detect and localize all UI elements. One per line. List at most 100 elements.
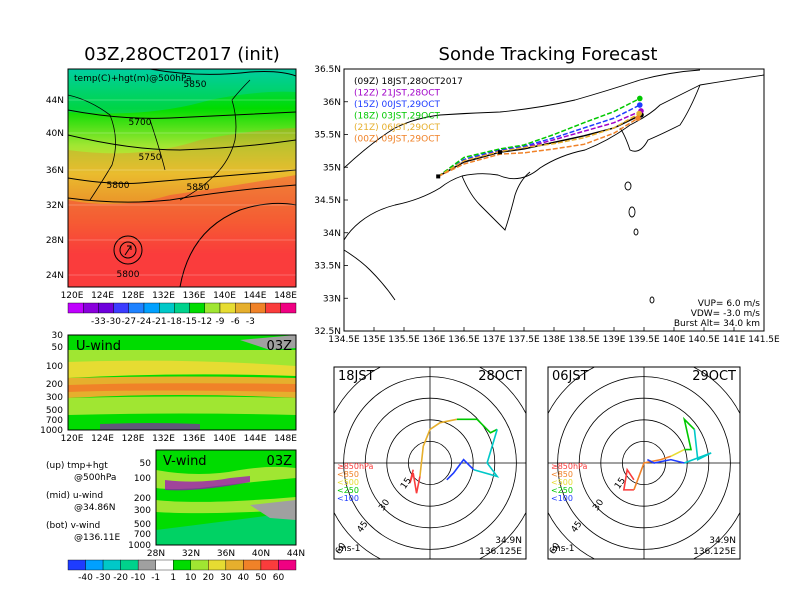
lon-tick: 135E [363, 335, 386, 345]
lon-tick: 148E [274, 434, 297, 444]
pressure-tick: 100 [134, 474, 151, 484]
lat-tick: 24N [46, 271, 64, 281]
lon-tick: 141E [723, 335, 746, 345]
colorbar-label: 30 [220, 573, 232, 583]
lon-tick: 135.5E [388, 335, 420, 345]
lon-tick: 137.5E [508, 335, 540, 345]
lat-tick: 32N [182, 549, 200, 559]
lat-tick: 33.5N [314, 262, 341, 272]
hodo-level: <250 [337, 486, 359, 495]
hodo-level: <250 [551, 486, 573, 495]
pressure-tick: 100 [46, 362, 63, 372]
colorbar-swatch [190, 559, 209, 571]
hodo-loc2: 136.125E [479, 547, 522, 557]
hodo-segment [473, 429, 500, 478]
pressure-tick: 30 [52, 331, 64, 341]
track-param: Burst Alt= 34.0 km [674, 319, 760, 329]
track-line [437, 117, 639, 178]
lon-tick: 138E [543, 335, 566, 345]
note-line: (bot) v-wind [46, 521, 100, 531]
contour-label: 5850 [187, 183, 210, 193]
track-line [437, 97, 641, 178]
hodo-level: <850 [337, 470, 359, 479]
hodo-date: 28OCT [478, 369, 522, 384]
left-title: 03Z,28OCT2017 (init) [84, 44, 280, 65]
lat-tick: 32.5N [314, 327, 341, 337]
lon-tick: 139E [603, 335, 626, 345]
colorbar-label: -21 [152, 317, 167, 327]
launch-legend-entry: (09Z) 18JST,28OCT2017 [354, 77, 463, 87]
pressure-tick: 50 [52, 343, 64, 353]
lat-tick: 35.5N [314, 131, 341, 141]
lat-tick: 36N [323, 98, 341, 108]
temp-colorbar: -33 -30 -27 -24 -21 -18 -15 -12 -9 -6 -3 [67, 302, 297, 327]
hodo-segment [622, 467, 635, 491]
lon-tick: 120E [61, 434, 84, 444]
note-line: (mid) u-wind [46, 491, 103, 501]
colorbar-label: 20 [203, 573, 215, 583]
track-endpoint [637, 102, 643, 108]
hodo-segment [684, 429, 712, 464]
lat-tick: 35N [323, 163, 341, 173]
lon-tick: 138.5E [568, 335, 600, 345]
colorbar-label: -1 [151, 573, 160, 583]
colorbar-label: -12 [197, 317, 212, 327]
lon-tick: 134.5E [328, 335, 360, 345]
lon-tick: 144E [244, 434, 267, 444]
colorbar-swatch [158, 302, 175, 314]
pressure-tick: 200 [134, 494, 151, 504]
lon-tick: 136E [423, 335, 446, 345]
colorbar-label: 50 [255, 573, 267, 583]
colorbar-swatch [128, 302, 145, 314]
colorbar-swatch [189, 302, 206, 314]
colorbar-swatch [208, 559, 227, 571]
colorbar-swatch [98, 302, 114, 314]
contour-label: 5750 [139, 153, 162, 163]
lon-tick: 144E [244, 291, 267, 301]
lon-tick: 140E [213, 434, 236, 444]
track-endpoint [635, 115, 641, 121]
pressure-tick: 1000 [128, 541, 151, 551]
hodo-segment [446, 458, 475, 481]
colorbar-swatch [204, 302, 221, 314]
lon-tick: 140.5E [688, 335, 720, 345]
hodo-level: <500 [551, 478, 573, 487]
hodo-level: <500 [337, 478, 359, 487]
lon-tick: 124E [91, 291, 114, 301]
map-label: temp(C)+hgt(m)@500hPa [74, 74, 192, 84]
pressure-tick: 50 [140, 459, 152, 469]
note-line: @500hPa [74, 473, 116, 483]
colorbar-swatch [113, 302, 129, 314]
lat-tick: 36.5N [314, 65, 341, 75]
lon-tick: 136.5E [448, 335, 480, 345]
colorbar-label: -18 [167, 317, 182, 327]
right-title: Sonde Tracking Forecast [439, 44, 658, 65]
colorbar-label: -20 [113, 573, 128, 583]
colorbar-label: -10 [131, 573, 146, 583]
hodo-loc: 34.9N [495, 536, 522, 546]
note-line: (up) tmp+hgt [46, 461, 108, 471]
panel-notes: (up) tmp+hgt @500hPa (mid) u-wind @34.86N (b… [46, 461, 120, 543]
colorbar-label: -9 [216, 317, 225, 327]
track-marker [498, 150, 502, 155]
lat-tick: 32N [46, 201, 64, 211]
pressure-tick: 1000 [40, 426, 63, 436]
colorbar-swatch [137, 559, 156, 571]
wind-colorbar: -40 -30 -20 -10 -1 1 10 20 30 40 50 60 [67, 559, 297, 583]
lon-tick: 132E [152, 434, 175, 444]
colorbar-label: 40 [238, 573, 250, 583]
hodo-unit: ms-1 [552, 544, 574, 554]
colorbar-swatch [102, 559, 121, 571]
hodo-segment [682, 416, 695, 451]
lon-tick: 137E [483, 335, 506, 345]
lat-tick: 34.5N [314, 196, 341, 206]
lon-tick: 140E [213, 291, 236, 301]
track-endpoint [636, 110, 642, 117]
hodo-level: <850 [551, 470, 573, 479]
colorbar-label: 60 [273, 573, 285, 583]
hodo-loc: 34.9N [709, 536, 736, 546]
